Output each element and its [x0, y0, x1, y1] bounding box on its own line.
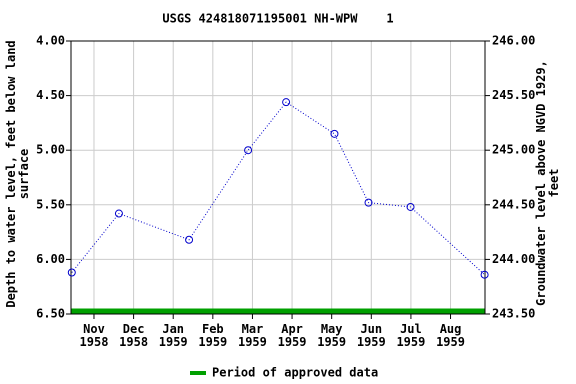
data-point [114, 209, 123, 218]
y2-tick-label: 244.50 [492, 197, 535, 211]
y2-tick-label: 245.00 [492, 143, 535, 157]
x-tick-label: Feb 1959 [198, 322, 228, 349]
y2-tick-label: 246.00 [492, 34, 535, 48]
x-tick-label: Jan 1959 [158, 322, 188, 349]
x-tick-label: Apr 1959 [277, 322, 307, 349]
data-point [330, 129, 339, 138]
plot-frame [70, 40, 486, 315]
y-tick-label: 5.50 [36, 197, 65, 211]
x-tick-label: May 1959 [317, 322, 347, 349]
x-tick-label: Aug 1959 [436, 322, 465, 349]
data-point [67, 268, 76, 277]
x-tick-label: Mar 1959 [237, 322, 267, 349]
y2-tick-label: 245.50 [492, 88, 535, 102]
y2-axis-label: Groundwater level above NGVD 1929, feet [534, 60, 561, 306]
data-point [282, 98, 291, 107]
x-tick-label: Dec 1958 [119, 322, 149, 349]
x-tick-label: Nov 1958 [79, 322, 109, 349]
x-tick-label: Jun 1959 [356, 322, 386, 349]
y-tick-label: 6.00 [36, 252, 65, 266]
y2-tick-label: 244.00 [492, 252, 535, 266]
data-line [71, 101, 485, 276]
y2-tick-label: 243.50 [492, 307, 535, 321]
data-point [480, 270, 489, 279]
chart-title: USGS 424818071195001 NH-WPW 1 [162, 12, 393, 26]
y-tick-label: 6.50 [36, 307, 65, 321]
y-axis-label: Depth to water level, feet below land su… [4, 40, 31, 308]
x-tick-label: Jul 1959 [396, 322, 426, 349]
data-point [244, 146, 253, 155]
y-tick-label: 4.50 [36, 88, 65, 102]
legend-label: Period of approved data [212, 366, 378, 380]
data-point [364, 198, 373, 207]
data-point [406, 202, 415, 211]
y-tick-label: 4.00 [36, 34, 65, 48]
data-point [185, 235, 194, 244]
y-tick-label: 5.00 [36, 143, 65, 157]
